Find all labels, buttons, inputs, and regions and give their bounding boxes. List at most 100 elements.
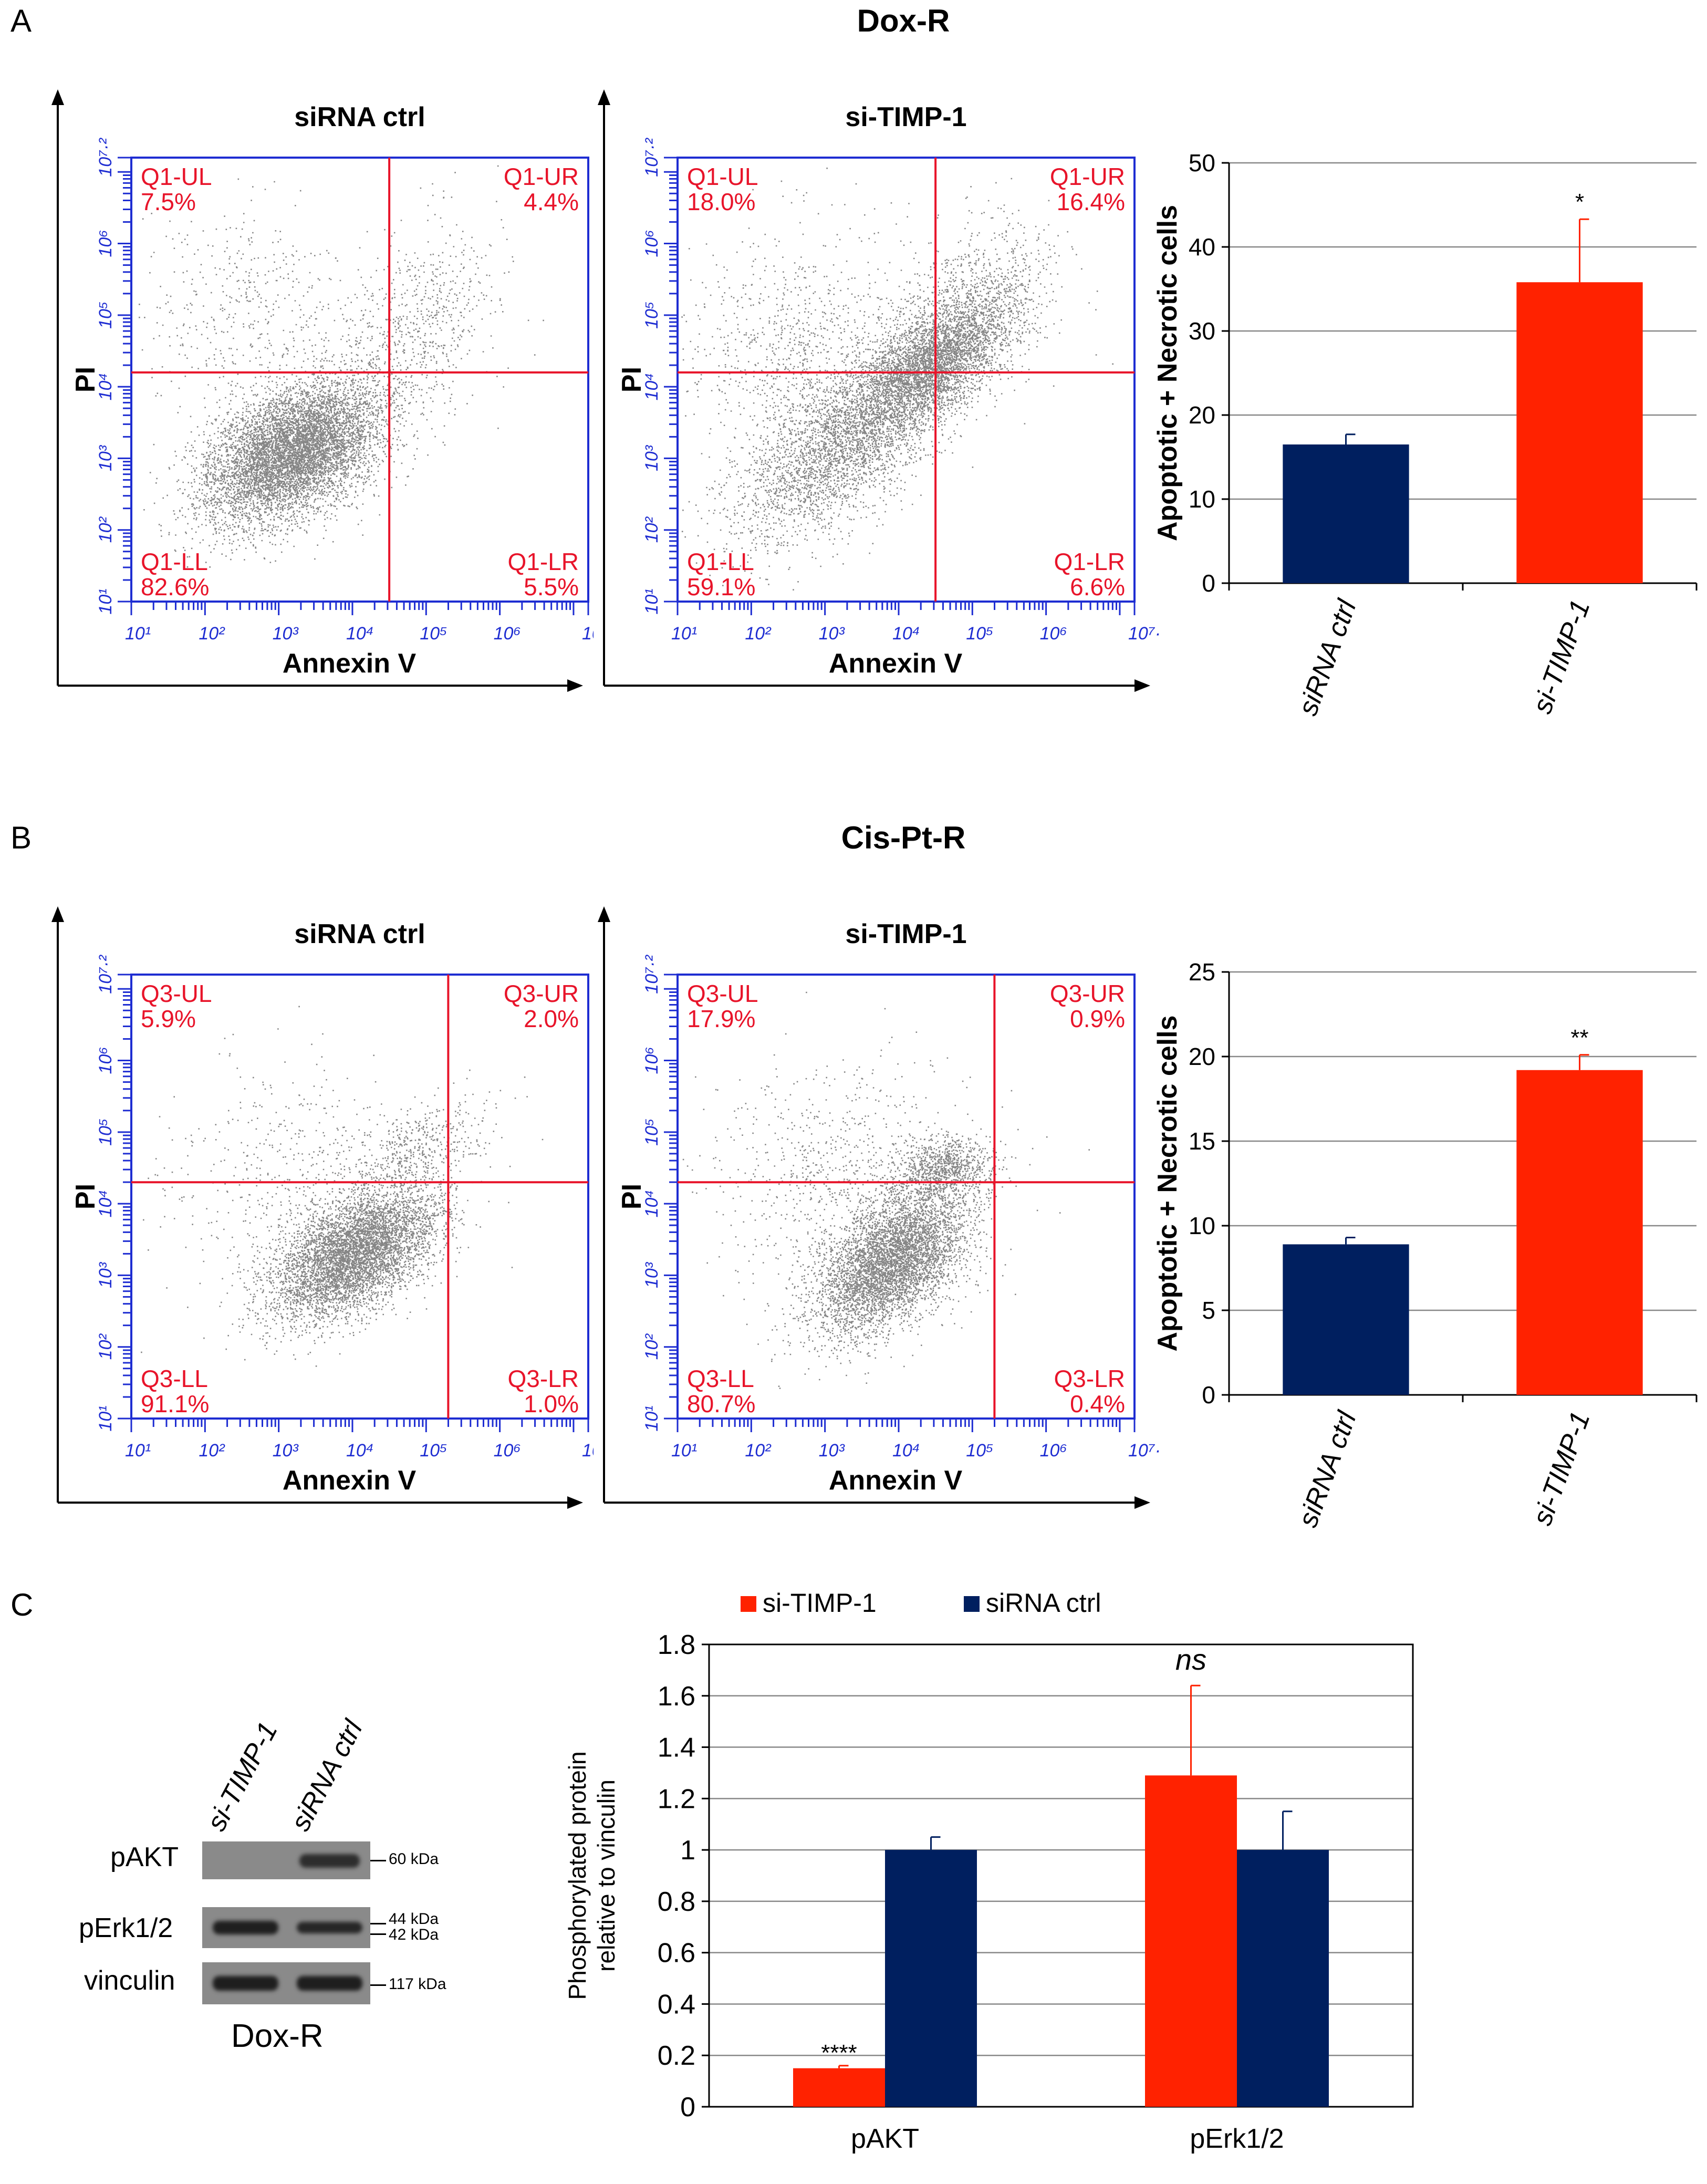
x-tick-label: pAKT xyxy=(851,2124,919,2154)
y-tick-label: 30 xyxy=(1189,317,1215,345)
band-vinculin-sirna xyxy=(297,1976,362,1991)
bar-si-TIMP-1-pAKT xyxy=(793,2068,885,2107)
y-tick-label: 20 xyxy=(1189,401,1215,429)
y-tick-label: 10¹ xyxy=(642,588,662,614)
x-tick-label: 10⁴ xyxy=(346,624,374,644)
quadrant-ul-name: Q1-UL xyxy=(687,163,758,190)
x-tick-label: siRNA ctrl xyxy=(1293,595,1362,720)
quadrant-ll-name: Q3-LL xyxy=(687,1365,754,1392)
y-tick-label: 10² xyxy=(642,516,662,543)
quadrant-ur-name: Q1-UR xyxy=(1050,163,1125,190)
panel-a-title: Dox-R xyxy=(857,3,950,38)
flow-plot-frame xyxy=(676,157,1136,603)
legend-label-1: siRNA ctrl xyxy=(986,1588,1101,1618)
quadrant-ur-name: Q3-UR xyxy=(504,980,579,1007)
quadrant-ur-pct: 4.4% xyxy=(524,188,579,215)
blot-band-perk xyxy=(202,1907,370,1948)
y-tick-label: 10¹ xyxy=(96,588,116,614)
y-tick-label: 10² xyxy=(642,1333,662,1360)
significance-label: * xyxy=(1575,189,1584,215)
x-tick-label: 10² xyxy=(199,624,225,644)
y-tick-label: 1 xyxy=(680,1835,695,1866)
y-axis-label: Apoptotic + Necrotic cells xyxy=(1152,1015,1183,1351)
y-tick-label: 0.4 xyxy=(658,1989,695,2020)
blot-band-vinculin xyxy=(202,1962,370,2004)
x-tick-label: 10³ xyxy=(819,1441,846,1461)
y-tick-label: 1.6 xyxy=(658,1681,695,1712)
x-axis-arrow xyxy=(567,1496,583,1509)
x-tick-label: si-TIMP-1 xyxy=(1527,596,1596,718)
y-axis-label: Apoptotic + Necrotic cells xyxy=(1152,205,1183,541)
x-tick-label: 10¹ xyxy=(125,1441,151,1461)
quadrant-ur-pct: 2.0% xyxy=(524,1005,579,1032)
x-tick-label: 10³ xyxy=(819,624,846,644)
y-tick-label: 25 xyxy=(1189,958,1215,986)
y-tick-label: 10⁶ xyxy=(96,230,116,257)
x-tick-label: 10³ xyxy=(273,1441,299,1461)
kda-label-117: 117 kDa xyxy=(389,1975,446,1993)
flow-event-dots xyxy=(682,991,1090,1389)
kda-tick-44 xyxy=(370,1923,386,1924)
flow-plot-frame xyxy=(676,974,1136,1420)
quadrant-ur-pct: 0.9% xyxy=(1070,1005,1125,1032)
flow-events xyxy=(682,991,1090,1389)
y-tick-label: 10⁴ xyxy=(96,373,116,401)
flow-x-label: Annexin V xyxy=(829,1465,963,1496)
x-tick-label: 10¹ xyxy=(671,624,697,644)
legend-label-0: si-TIMP-1 xyxy=(763,1588,877,1618)
flow-y-label: PI xyxy=(617,1184,647,1209)
quadrant-ll-pct: 59.1% xyxy=(687,573,755,601)
x-tick-label: 10⁶ xyxy=(1040,624,1067,644)
y-tick-label: 10⁷·² xyxy=(96,955,116,994)
quadrant-ul-name: Q1-UL xyxy=(141,163,212,190)
y-tick-label: 10 xyxy=(1189,1212,1215,1239)
quadrant-ll-name: Q3-LL xyxy=(141,1365,208,1392)
y-tick-label: 0.6 xyxy=(658,1938,695,1969)
quadrant-ll-pct: 80.7% xyxy=(687,1390,755,1417)
quadrant-ul-pct: 7.5% xyxy=(141,188,196,215)
y-tick-label: 10³ xyxy=(642,444,662,471)
x-tick-label: 10² xyxy=(745,1441,772,1461)
bar-siRNA-ctrl xyxy=(1283,1244,1409,1395)
y-tick-label: 1.4 xyxy=(658,1733,695,1763)
x-tick-label: 10⁷·² xyxy=(1128,1441,1161,1461)
significance-label-pakt: **** xyxy=(821,2040,857,2066)
y-tick-label: 10⁶ xyxy=(96,1047,116,1074)
western-blot: si-TIMP-1 siRNA ctrl pAKT pErk1/2 vincul… xyxy=(79,1665,499,2165)
y-tick-label: 10⁴ xyxy=(642,373,662,401)
y-tick-label: 10⁴ xyxy=(96,1190,116,1218)
y-axis-label-line1: Phosphorylated protein xyxy=(564,1751,591,2000)
band-vinculin-sitimp xyxy=(213,1976,278,1991)
y-tick-label: 15 xyxy=(1189,1127,1215,1155)
bar-chart-c: 0 0.2 0.4 0.6 0.8 1 1.2 1.4 1.6 1.8 Phosphorylated… xyxy=(564,1588,1414,2154)
flow-event-dots xyxy=(141,1006,544,1367)
quadrant-ur-pct: 16.4% xyxy=(1057,188,1125,215)
y-tick-label: 10⁷·² xyxy=(96,138,116,177)
quadrant-lr-name: Q1-LR xyxy=(1054,548,1125,575)
x-tick-label: 10¹ xyxy=(671,1441,697,1461)
y-tick-label: 10⁵ xyxy=(642,1119,662,1146)
quadrant-ul-pct: 5.9% xyxy=(141,1005,196,1032)
flow-events xyxy=(681,168,1113,591)
y-tick-label: 10⁵ xyxy=(96,1119,116,1146)
kda-label-42: 42 kDa xyxy=(389,1926,439,1943)
y-tick-label: 5 xyxy=(1202,1297,1215,1324)
flow-y-label: PI xyxy=(70,367,101,392)
kda-tick-42 xyxy=(370,1933,386,1935)
x-tick-label: pErk1/2 xyxy=(1190,2124,1284,2154)
quadrant-lr-pct: 0.4% xyxy=(1070,1390,1125,1417)
flow-plot-frame xyxy=(130,974,589,1420)
y-tick-label: 10³ xyxy=(642,1261,662,1288)
quadrant-ll-pct: 82.6% xyxy=(141,573,209,601)
quadrant-lr-name: Q3-LR xyxy=(508,1365,579,1392)
x-tick-label: 10⁴ xyxy=(892,624,920,644)
x-axis-arrow xyxy=(1134,679,1150,692)
blot-band-pakt xyxy=(202,1841,370,1879)
flow-x-label: Annexin V xyxy=(829,648,963,679)
plot-frame xyxy=(708,1643,1414,2108)
x-tick-label: 10⁵ xyxy=(966,1441,993,1461)
flow-event-dots xyxy=(139,165,544,568)
y-axis-arrow xyxy=(51,906,64,922)
